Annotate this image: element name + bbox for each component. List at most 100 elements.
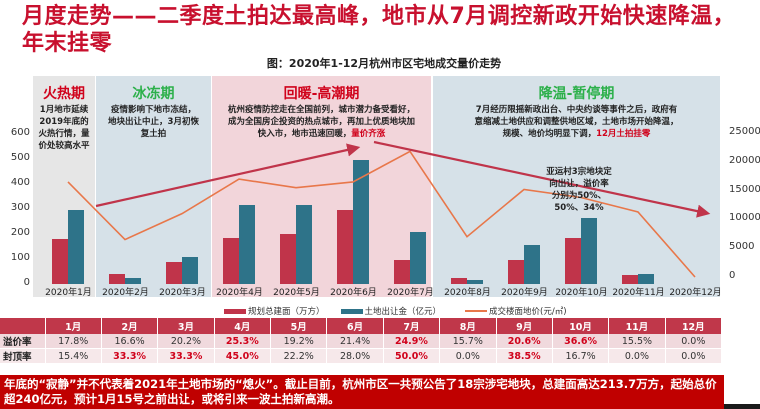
bar-land-revenue [239,205,255,284]
bar-floor-area [280,234,296,284]
phase-description: 杭州疫情防控走在全国前列，城市潜力备受看好，成为全国房企投资的热点城市，再加上优… [227,105,415,139]
right-axis-tick: 20000 [729,154,760,166]
left-axis-tick: 400 [10,177,30,188]
table-header-month: 12月 [665,318,723,334]
x-axis-tick: 2020年10月 [555,288,608,298]
table-header-month: 10月 [552,318,610,334]
phase-title: 火热期 [43,86,85,102]
table-row-label: 溢价率 [0,334,46,349]
legend: 规划总建面（万方） 土地出让金（亿元） 成交楼面地价(元/㎡) [224,305,567,317]
phase-description: 7月经历限摇新政出台、中央约谈等事件之后，政府有意缩减土地供应和调整供地区域，土… [474,105,679,139]
x-axis-tick: 2020年7月 [387,288,434,298]
bar-land-revenue [581,217,597,284]
table-cell: 36.6% [552,334,610,349]
legend-label-land-revenue: 土地出让金（亿元） [364,307,442,317]
table-header-month: 11月 [608,318,666,334]
bar-land-revenue [182,257,198,284]
table-cell: 24.9% [383,334,441,349]
bar-land-revenue [68,210,84,284]
chart-title: 图：2020年1-12月杭州市区宅地成交量价走势 [266,57,502,70]
left-axis-tick: 500 [10,152,30,163]
legend-swatch-floor-area [224,308,246,314]
table-cell: 25.3% [214,334,272,349]
table-cell: 22.2% [270,348,328,363]
table-row-label: 封顶率 [0,348,46,363]
legend-swatch-price [465,310,488,312]
legend-swatch-land-revenue [340,308,363,314]
right-axis-tick: 10000 [729,212,760,224]
x-axis-tick: 2020年3月 [159,288,206,298]
table-header-month: 9月 [496,318,553,334]
page-title: 月度走势——二季度土拍达最高峰，地市从7月调控新政开始快速降温，年末挂零 [22,4,736,56]
x-axis-tick: 2020年12月 [669,288,722,298]
bar-land-revenue [524,244,540,284]
table-cell: 0.0% [665,348,723,363]
trend-arrow-down [373,140,711,218]
phase-title: 降温-暂停期 [538,86,615,102]
table-cell: 45.0% [214,348,272,363]
bar-land-revenue [353,160,369,284]
table-row-cap-rate: 封顶率 15.4% 33.3% 33.3% 45.0% 22.2% 28.0% 50.0% 0.… [0,348,723,363]
table-header-month: 5月 [270,318,328,334]
table-cell: 0.0% [439,348,497,363]
table-header-month: 1月 [45,318,102,334]
x-axis-tick: 2020年1月 [45,288,92,298]
x-axis-tick: 2020年6月 [330,288,377,298]
bar-floor-area [622,274,638,284]
table-header-month: 8月 [439,318,497,334]
bar-floor-area [52,239,68,284]
left-axis-tick: 100 [10,252,30,263]
right-axis-tick: 5000 [729,241,755,253]
table-header-month: 7月 [383,318,441,334]
annotation-asian-games-village: 亚运村3宗地块定向出让，溢价率分别为50%、50%、34% [546,167,612,213]
table-header-month: 6月 [326,318,384,334]
trend-arrow-up [95,143,361,208]
table-cell: 0.0% [665,334,723,349]
bar-floor-area [565,237,581,284]
phase-title: 冰冻期 [132,86,175,102]
price-line [67,150,696,278]
left-axis-tick: 0 [23,277,30,288]
bar-land-revenue [125,277,141,284]
table-cell: 20.6% [496,334,553,349]
table-header-month: 3月 [157,318,215,334]
table-corner [0,318,46,334]
phase-description: 疫情影响下地市冻结，地块出让中止，3月初恢复土拍 [108,105,199,139]
footer-summary: 年底的“寂静”并不代表着2021年土地市场的“熄火”。截止目前，杭州市区一共预公… [0,375,724,409]
table-cell: 0.0% [608,348,666,363]
x-axis-tick: 2020年4月 [216,288,263,298]
phase-panel-hot: 火热期 1月地市延续2019年底的火热行情，量价处较高水平 [33,76,95,297]
table-cell: 17.8% [45,334,102,349]
bar-land-revenue [638,273,654,284]
x-axis-tick: 2020年2月 [102,288,149,298]
bar-floor-area [394,260,410,284]
x-axis-tick: 2020年9月 [501,288,548,298]
premium-rate-table: 1月 2月 3月 4月 5月 6月 7月 8月 9月 10月 11月 12月 溢价率 17.8% 16.6… [0,318,723,363]
left-axis-tick: 300 [10,202,30,213]
legend-label-price: 成交楼面地价(元/㎡) [489,307,567,317]
table-header-month: 4月 [214,318,272,334]
bar-floor-area [109,274,125,284]
phase-description: 1月地市延续2019年底的火热行情，量价处较高水平 [38,105,90,151]
right-axis-tick: 0 [729,270,736,281]
bar-floor-area [508,260,524,284]
table-cell: 16.6% [101,334,159,349]
bar-land-revenue [296,204,312,284]
table-cell: 15.4% [45,348,102,363]
x-axis-tick: 2020年8月 [444,288,491,298]
table-cell: 19.2% [270,334,328,349]
table-cell: 15.5% [608,334,666,349]
table-cell: 21.4% [326,334,384,349]
bar-floor-area [337,210,353,284]
x-axis-tick: 2020年11月 [612,288,665,298]
table-row-premium-rate: 溢价率 17.8% 16.6% 20.2% 25.3% 19.2% 21.4% 24.9% 15… [0,334,723,349]
table-cell: 15.7% [439,334,497,349]
bar-floor-area [451,277,467,284]
table-cell: 16.7% [552,348,610,363]
bar-floor-area [166,261,182,284]
bottom-edge [724,404,760,409]
table-cell: 33.3% [157,348,215,363]
bar-floor-area [223,238,239,284]
